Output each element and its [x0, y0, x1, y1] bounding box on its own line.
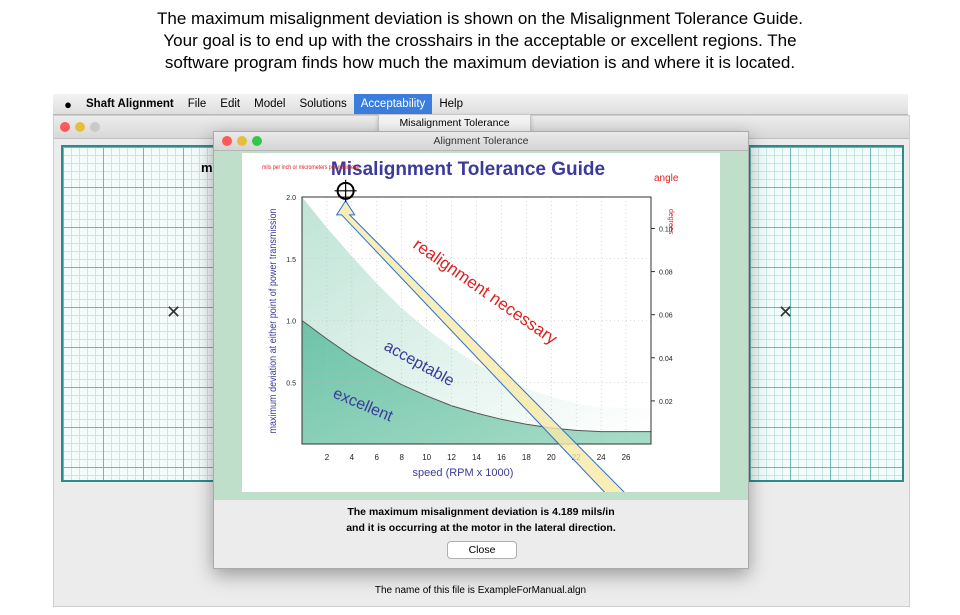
menu-bar: ● Shaft Alignment File Edit Model Soluti…: [53, 94, 908, 115]
x-tick-label: 18: [522, 453, 531, 462]
location-message: and it is occurring at the motor in the …: [346, 522, 616, 534]
dialog-titlebar: Alignment Tolerance: [214, 132, 748, 151]
status-text: The name of this file is ExampleForManua…: [374, 585, 587, 596]
y-axis-label: maximum deviation at either point of pow…: [268, 209, 279, 434]
menu-app-name[interactable]: Shaft Alignment: [86, 98, 174, 110]
x-tick-label: 26: [622, 453, 631, 462]
y2-unit-label: degrees: [667, 209, 674, 235]
menu-help[interactable]: Help: [439, 98, 463, 110]
y2-axis-label: angle: [654, 173, 679, 184]
menu-edit[interactable]: Edit: [220, 98, 241, 110]
partial-label: m: [201, 160, 213, 175]
x-tick-label: 8: [399, 453, 404, 462]
region-label-realignment: realignment necessary: [410, 235, 561, 349]
dialog-minimize-icon[interactable]: [237, 136, 247, 146]
x-tick-label: 14: [472, 453, 481, 462]
x-tick-label: 4: [350, 453, 355, 462]
right-grid-panel: [748, 145, 904, 482]
y-tick-label: 2.0: [286, 195, 296, 202]
intro-line-1: The maximum misalignment deviation is sh…: [157, 9, 803, 28]
y2-tick-label: 0.10: [659, 226, 673, 233]
chart-panel: 24681012141618202224260.51.01.52.00.020.…: [214, 151, 748, 500]
minimize-window-icon[interactable]: [75, 122, 85, 132]
menu-acceptability[interactable]: Acceptability: [353, 94, 433, 114]
intro-line-3: software program finds how much the maxi…: [164, 53, 796, 72]
x-tick-label: 20: [547, 453, 556, 462]
intro-text: The maximum misalignment deviation is sh…: [40, 8, 920, 74]
menu-file[interactable]: File: [187, 98, 207, 110]
x-tick-label: 10: [422, 453, 431, 462]
y2-tick-label: 0.06: [659, 313, 673, 320]
dialog-close-icon[interactable]: [222, 136, 232, 146]
y-unit-label: mils per inch or micrometers per millime…: [262, 165, 360, 171]
apple-icon[interactable]: ●: [64, 96, 72, 112]
right-marker-icon: ✕: [778, 302, 794, 322]
x-tick-label: 24: [597, 453, 606, 462]
tolerance-chart: 24681012141618202224260.51.01.52.00.020.…: [262, 159, 679, 500]
close-window-icon[interactable]: [60, 122, 70, 132]
menu-model[interactable]: Model: [254, 98, 286, 110]
dialog-title: Alignment Tolerance: [433, 135, 529, 147]
x-tick-label: 12: [447, 453, 456, 462]
y2-tick-label: 0.08: [659, 270, 673, 277]
region-excellent: [302, 320, 651, 444]
plot-frame: [301, 196, 652, 445]
left-grid-panel: [61, 145, 217, 482]
chart-title: Misalignment Tolerance Guide: [331, 159, 605, 180]
deviation-message: The maximum misalignment deviation is 4.…: [347, 506, 615, 518]
x-tick-label: 16: [497, 453, 506, 462]
tolerance-dialog: Alignment Tolerance 24681012141618202224…: [213, 131, 749, 569]
x-tick-label: 6: [375, 453, 380, 462]
close-button[interactable]: Close: [447, 541, 517, 559]
x-tick-label: 2: [325, 453, 330, 462]
left-marker-icon: ✕: [166, 302, 182, 322]
y2-tick-label: 0.02: [659, 399, 673, 406]
intro-line-2: Your goal is to end up with the crosshai…: [163, 31, 797, 50]
x-axis-label: speed (RPM x 1000): [413, 467, 514, 479]
y-tick-label: 1.0: [286, 319, 296, 326]
y-tick-label: 1.5: [286, 257, 296, 264]
region-acceptable: [302, 197, 651, 432]
zoom-window-icon[interactable]: [90, 122, 100, 132]
menu-solutions[interactable]: Solutions: [299, 98, 347, 110]
dropdown-item-misalignment-tolerance[interactable]: Misalignment Tolerance: [378, 114, 531, 133]
y2-tick-label: 0.04: [659, 356, 673, 363]
y-tick-label: 0.5: [286, 380, 296, 387]
dialog-zoom-icon[interactable]: [252, 136, 262, 146]
chart-card: 24681012141618202224260.51.01.52.00.020.…: [242, 153, 720, 500]
